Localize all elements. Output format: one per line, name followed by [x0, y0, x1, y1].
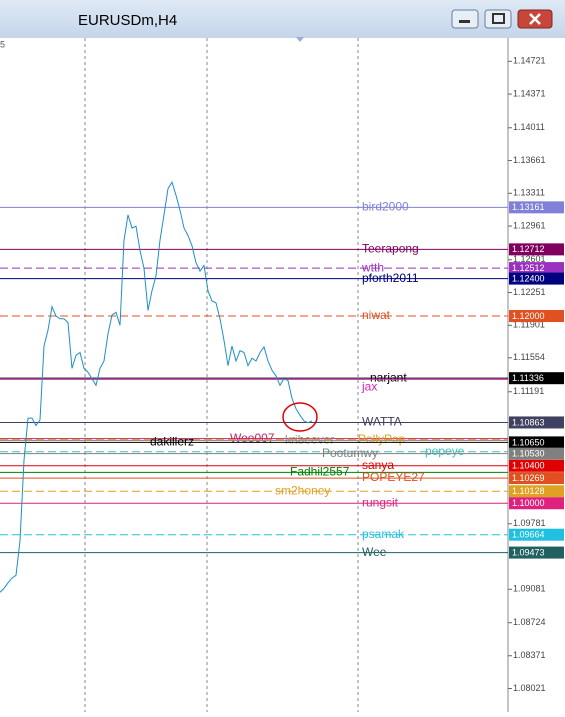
- plot-background: [0, 38, 565, 712]
- price-badge: [509, 310, 564, 323]
- level-label: narjant: [370, 370, 407, 384]
- y-tick-label: 1.11191: [513, 386, 544, 396]
- price-badge-label: 1.10400: [512, 461, 545, 471]
- level-label: Wee: [362, 545, 387, 559]
- y-tick-label: 1.13311: [513, 188, 545, 198]
- level-label: PollyPop: [358, 432, 406, 446]
- y-tick-label: 1.09081: [513, 584, 546, 594]
- price-badge: [509, 272, 564, 285]
- y-tick-label: 1.12251: [513, 287, 546, 297]
- price-badge: [509, 459, 564, 472]
- level-label: Fadhil2557: [290, 465, 350, 479]
- restore-icon: [492, 13, 505, 24]
- level-label: wtth: [361, 260, 384, 274]
- y-tick-label: 1.11901: [513, 320, 545, 330]
- price-badge: [509, 416, 564, 429]
- level-label: bird2000: [362, 200, 409, 214]
- level-label: POPEYE27: [362, 470, 425, 484]
- price-badge: [509, 262, 564, 275]
- window-buttons[interactable]: [451, 9, 553, 29]
- level-label: sm2honey: [275, 483, 330, 497]
- price-badge-label: 1.10000: [512, 498, 545, 508]
- y-tick-label: 1.14011: [513, 122, 545, 132]
- price-badge-label: 1.13161: [512, 202, 545, 212]
- y-tick-label: 1.14371: [513, 88, 546, 98]
- price-badge-label: 1.10863: [512, 417, 545, 427]
- price-badge-label: 1.12400: [512, 273, 545, 283]
- price-line: [0, 180, 313, 593]
- minimize-icon: [459, 20, 470, 23]
- y-tick-label: 1.08724: [513, 617, 546, 627]
- shift-marker: [296, 37, 304, 42]
- price-badge-label: 1.10269: [512, 473, 545, 483]
- price-badge-label: 1.09473: [512, 547, 545, 557]
- price-badge-label: 1.10128: [512, 486, 545, 496]
- y-tick-label: 1.11554: [513, 352, 545, 362]
- price-badge: [509, 497, 564, 510]
- price-badge-label: 1.09664: [512, 530, 545, 540]
- level-label: WATTA: [362, 415, 402, 429]
- level-label: Teerapong: [362, 242, 419, 256]
- level-label: popeye: [425, 444, 465, 458]
- price-badge-label: 1.12000: [512, 311, 545, 321]
- minimize-button[interactable]: [451, 9, 479, 29]
- price-badge: [509, 528, 564, 541]
- y-tick-label: 1.13661: [513, 155, 546, 165]
- window-title: EURUSDm,H4: [78, 12, 177, 29]
- corner-label: 5: [0, 39, 5, 49]
- close-icon: [529, 13, 541, 25]
- y-tick-label: 1.08371: [513, 650, 546, 660]
- price-badge: [509, 485, 564, 498]
- level-label: psamak: [362, 527, 405, 541]
- price-badge: [509, 243, 564, 256]
- y-tick-label: 1.12601: [513, 254, 546, 264]
- highlight-circle: [282, 402, 318, 432]
- period-separators: [84, 38, 359, 712]
- y-tick-label: 1.14721: [513, 56, 546, 66]
- level-label: dakillerz: [150, 435, 194, 449]
- price-badge: [509, 472, 564, 485]
- price-badge-label: 1.12512: [512, 263, 545, 273]
- price-badge: [509, 201, 564, 214]
- price-badge-label: 1.11336: [512, 373, 544, 383]
- price-badge-label: 1.10650: [512, 437, 545, 447]
- level-label: kribeever: [285, 433, 334, 447]
- price-badge: [509, 447, 564, 460]
- level-label: jax: [361, 380, 377, 394]
- level-label: pforth2011: [362, 271, 419, 285]
- y-tick-label: 1.09781: [513, 518, 546, 528]
- price-badge: [509, 372, 564, 385]
- price-badge-label: 1.12712: [512, 244, 545, 254]
- y-tick-label: 1.12961: [513, 220, 546, 230]
- price-badge: [509, 546, 564, 559]
- level-label: niwat: [362, 308, 391, 322]
- level-label: Pootumwy: [322, 446, 378, 460]
- level-label: Wee007: [230, 431, 275, 445]
- level-label: sanya: [362, 458, 394, 472]
- level-label: rungsit: [362, 495, 399, 509]
- price-badge-label: 1.10530: [512, 449, 545, 459]
- price-badge: [509, 436, 564, 449]
- restore-button[interactable]: [484, 9, 512, 29]
- y-tick-label: 1.08021: [513, 683, 546, 693]
